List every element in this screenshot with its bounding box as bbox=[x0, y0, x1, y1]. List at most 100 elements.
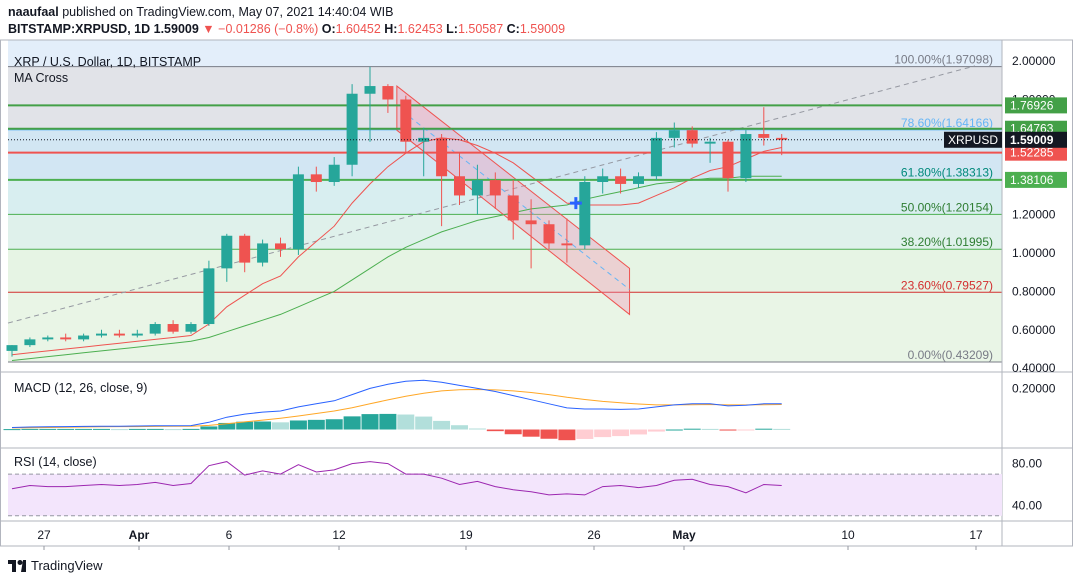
macd-histogram-bar bbox=[146, 428, 164, 430]
macd-histogram-bar bbox=[128, 428, 146, 430]
macd-histogram-bar bbox=[236, 421, 254, 430]
macd-histogram-bar bbox=[683, 428, 701, 430]
candle-body bbox=[149, 324, 161, 334]
candle-body bbox=[543, 224, 555, 244]
fib-label: 100.00%(1.97098) bbox=[894, 53, 993, 67]
macd-histogram-bar bbox=[486, 429, 504, 432]
candle-body bbox=[60, 337, 72, 340]
macd-histogram-bar bbox=[701, 428, 719, 430]
macd-histogram-bar bbox=[773, 428, 791, 430]
candle-body bbox=[382, 86, 394, 100]
macd-histogram-bar bbox=[325, 419, 343, 430]
price-tick-label: 1.20000 bbox=[1012, 208, 1056, 222]
price-change: −0.01286 (−0.8%) bbox=[218, 22, 319, 36]
macd-histogram-bar bbox=[272, 422, 289, 430]
fib-zone-top bbox=[8, 40, 1002, 67]
price-tick-label: 0.80000 bbox=[1012, 284, 1056, 298]
candle-body bbox=[454, 176, 465, 196]
macd-histogram-bar bbox=[451, 425, 468, 430]
candle-body bbox=[113, 333, 125, 336]
price-tick-label: 2.00000 bbox=[1012, 54, 1056, 68]
candle-body bbox=[78, 335, 90, 340]
fib-zone bbox=[8, 249, 1002, 293]
rsi-line bbox=[11, 461, 782, 496]
candle-body bbox=[275, 243, 286, 250]
macd-histogram-bar bbox=[415, 416, 433, 430]
macd-signal-line bbox=[11, 388, 782, 429]
candle-body bbox=[650, 137, 662, 177]
footer-brand: TradingView bbox=[31, 558, 103, 573]
candle-body bbox=[579, 182, 591, 246]
crosshair-marker bbox=[569, 197, 582, 210]
candle-body bbox=[167, 324, 179, 332]
candle-body bbox=[597, 176, 609, 183]
macd-histogram-bar bbox=[755, 428, 773, 430]
price-tick-label: 0.60000 bbox=[1012, 323, 1056, 337]
open-value: 1.60452 bbox=[335, 22, 381, 36]
candle-body bbox=[561, 243, 573, 246]
candle-body bbox=[96, 333, 107, 336]
fib-label: 50.00%(1.20154) bbox=[901, 200, 993, 214]
macd-histogram-bar bbox=[647, 429, 665, 432]
candle-body bbox=[203, 268, 215, 325]
symbol-name: BITSTAMP:XRPUSD, 1D bbox=[8, 22, 151, 36]
macd-histogram-bar bbox=[75, 428, 93, 430]
candle-body bbox=[704, 141, 716, 144]
macd-histogram-bar bbox=[57, 428, 75, 430]
candle-body bbox=[346, 93, 358, 165]
candle-body bbox=[471, 180, 483, 196]
published-text: published on TradingView.com, May 07, 20… bbox=[62, 5, 394, 19]
candle-body bbox=[686, 130, 698, 144]
fib-label: 78.60%(1.64166) bbox=[901, 116, 993, 130]
macd-histogram-bar bbox=[3, 429, 21, 431]
candle-body bbox=[418, 137, 430, 142]
rsi-tick-label: 40.00 bbox=[1012, 498, 1042, 512]
time-tick-label: 17 bbox=[969, 528, 983, 542]
macd-histogram-bar bbox=[612, 429, 630, 437]
time-tick-label: Apr bbox=[129, 528, 150, 542]
macd-title: MACD (12, 26, close, 9) bbox=[14, 381, 147, 395]
high-label: H: bbox=[384, 22, 398, 36]
fib-label: 61.80%(1.38313) bbox=[901, 165, 993, 179]
publisher-name: naaufaal bbox=[8, 5, 59, 19]
publish-info: naaufaal published on TradingView.com, M… bbox=[8, 5, 393, 19]
price-tick-label: 0.40000 bbox=[1012, 361, 1056, 375]
time-tick-label: 26 bbox=[587, 528, 601, 542]
candle-body bbox=[364, 86, 376, 94]
candle-body bbox=[633, 176, 644, 184]
macd-histogram-bar bbox=[397, 414, 415, 430]
macd-histogram-bar bbox=[468, 428, 486, 430]
rsi-band bbox=[8, 474, 1002, 516]
macd-histogram-bar bbox=[558, 429, 576, 441]
fib-zone bbox=[8, 179, 1002, 215]
candle-body bbox=[776, 137, 788, 140]
macd-histogram-bar bbox=[594, 429, 612, 438]
macd-histogram-bar bbox=[254, 421, 272, 430]
rsi-title: RSI (14, close) bbox=[14, 455, 97, 469]
macd-histogram-bar bbox=[630, 429, 647, 435]
macd-histogram-bar bbox=[343, 416, 361, 430]
macd-histogram-bar bbox=[665, 429, 683, 431]
fib-label: 0.00%(0.43209) bbox=[908, 348, 993, 362]
candle-body bbox=[310, 174, 322, 183]
candle-body bbox=[185, 324, 197, 332]
ma-cross-label: MA Cross bbox=[14, 71, 68, 85]
macd-histogram-bar bbox=[379, 413, 397, 430]
macd-histogram-bar bbox=[307, 419, 325, 430]
ma-slow-line bbox=[11, 175, 782, 361]
macd-histogram-bar bbox=[182, 428, 200, 430]
time-tick-label: 6 bbox=[226, 528, 233, 542]
current-price-tag-label: 1.59009 bbox=[1010, 133, 1054, 147]
macd-histogram-bar bbox=[522, 429, 540, 437]
candle-body bbox=[507, 195, 519, 221]
macd-histogram-bar bbox=[576, 429, 594, 439]
candle-body bbox=[221, 235, 233, 269]
macd-histogram-bar bbox=[39, 428, 57, 430]
candle-body bbox=[239, 235, 251, 263]
macd-histogram-bar bbox=[504, 429, 522, 435]
price-level-tag-label: 1.52285 bbox=[1010, 146, 1054, 160]
price-level-tag bbox=[1005, 97, 1067, 114]
low-label: L: bbox=[446, 22, 458, 36]
candle-body bbox=[400, 99, 412, 142]
